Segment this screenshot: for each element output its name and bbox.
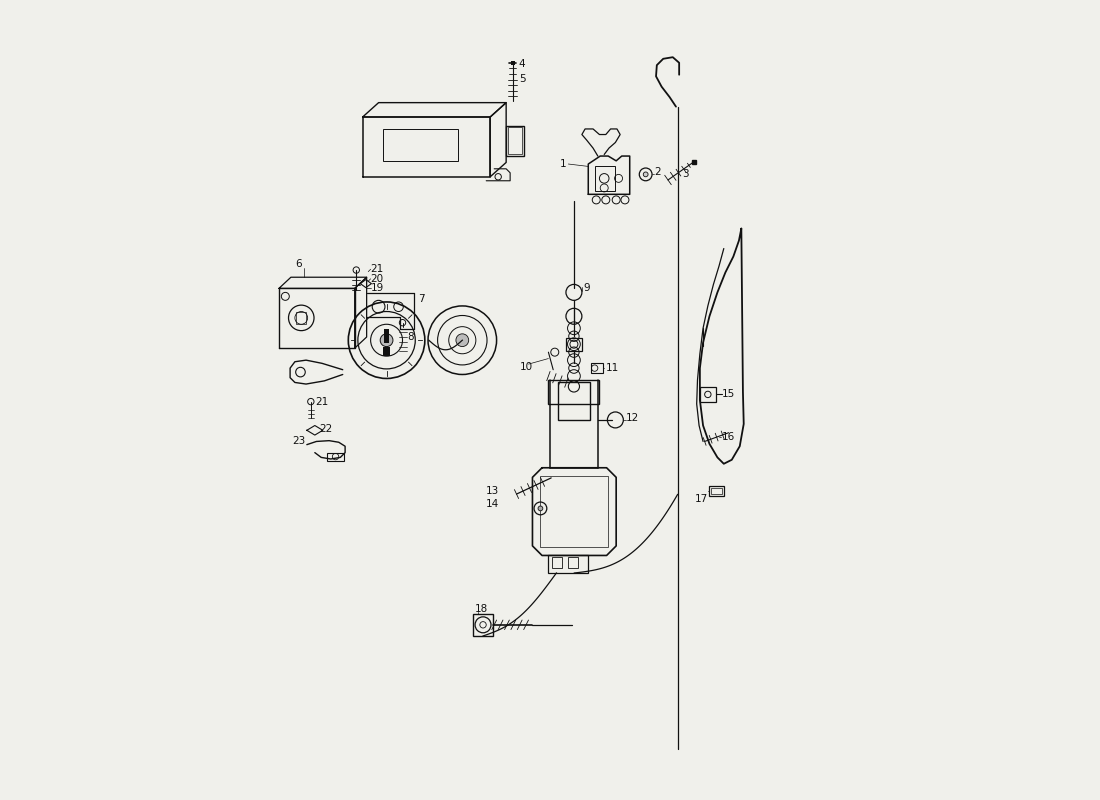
Bar — [700, 387, 716, 402]
Text: 4: 4 — [519, 59, 526, 70]
Circle shape — [644, 172, 648, 177]
Circle shape — [381, 334, 393, 346]
Bar — [569, 557, 578, 568]
Bar — [506, 126, 524, 156]
Text: 23: 23 — [292, 437, 306, 446]
Text: 13: 13 — [486, 486, 499, 496]
Text: 8: 8 — [407, 332, 414, 342]
Bar — [552, 557, 562, 568]
Bar — [384, 346, 389, 356]
Text: 9: 9 — [583, 283, 590, 294]
Bar — [558, 382, 590, 420]
Text: 15: 15 — [722, 390, 735, 399]
Bar — [540, 476, 608, 547]
Text: 2: 2 — [654, 167, 661, 177]
Bar — [592, 363, 604, 373]
Text: 12: 12 — [626, 414, 639, 423]
Bar — [711, 488, 723, 494]
Bar — [327, 453, 344, 461]
Text: 21: 21 — [316, 397, 329, 406]
Text: 14: 14 — [486, 498, 499, 509]
Text: 3: 3 — [682, 170, 689, 179]
Text: 11: 11 — [606, 363, 619, 373]
Text: 16: 16 — [722, 433, 735, 442]
Bar — [383, 129, 459, 161]
Text: 18: 18 — [475, 604, 488, 614]
Text: 20: 20 — [371, 274, 384, 284]
Text: 19: 19 — [371, 283, 384, 294]
Text: 17: 17 — [694, 494, 708, 504]
Bar — [297, 311, 306, 324]
Circle shape — [455, 334, 469, 346]
Bar — [710, 486, 724, 496]
Circle shape — [538, 506, 542, 511]
Bar — [473, 614, 493, 636]
Bar — [595, 166, 615, 191]
Bar — [565, 338, 582, 350]
Bar — [384, 329, 389, 343]
Bar — [549, 555, 588, 573]
Bar — [508, 127, 522, 154]
Text: 1: 1 — [559, 159, 565, 169]
Bar — [549, 380, 600, 404]
Text: 21: 21 — [371, 264, 384, 274]
Text: 22: 22 — [320, 424, 333, 434]
Text: 6: 6 — [295, 259, 301, 270]
Text: 5: 5 — [519, 74, 526, 84]
Text: 10: 10 — [519, 362, 532, 371]
Text: 7: 7 — [418, 294, 425, 304]
